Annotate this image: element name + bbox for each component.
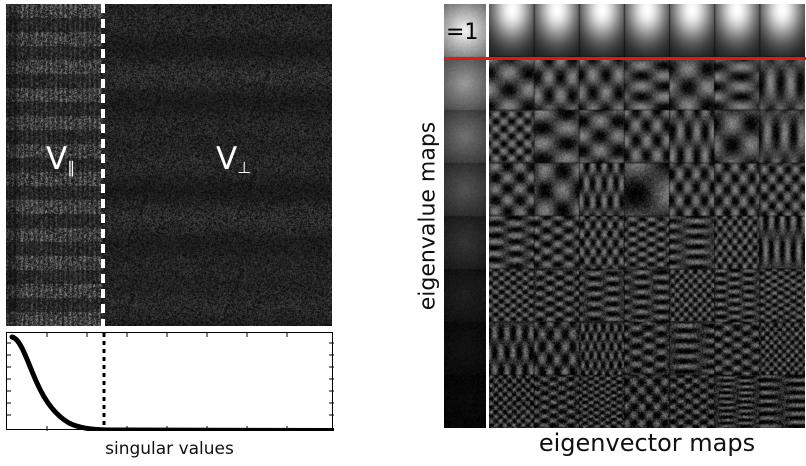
eigenvalue-one-label: =1 xyxy=(446,20,479,45)
subspace-divider-dashed xyxy=(101,4,105,326)
eigenvalue-one-threshold-line xyxy=(444,57,806,60)
v-perp-label: V⊥ xyxy=(216,141,252,177)
eigenvalue-maps-column xyxy=(444,4,486,428)
singular-vector-matrix: V∥ V⊥ xyxy=(6,4,332,326)
eigenvalue-maps-texture xyxy=(444,4,486,428)
singular-values-curve xyxy=(9,334,334,431)
matrix-noise-texture xyxy=(6,4,332,326)
eigenvalue-maps-axis-label: eigenvalue maps xyxy=(415,121,441,311)
singular-values-svg xyxy=(7,333,334,431)
singular-values-plot xyxy=(6,332,334,431)
singular-values-caption: singular values xyxy=(105,439,234,459)
eigenvector-maps-axis-label: eigenvector maps xyxy=(538,429,756,457)
v-parallel-label: V∥ xyxy=(46,141,76,177)
eigenvector-maps-grid xyxy=(489,4,805,428)
eigenvector-maps-texture xyxy=(489,4,805,428)
